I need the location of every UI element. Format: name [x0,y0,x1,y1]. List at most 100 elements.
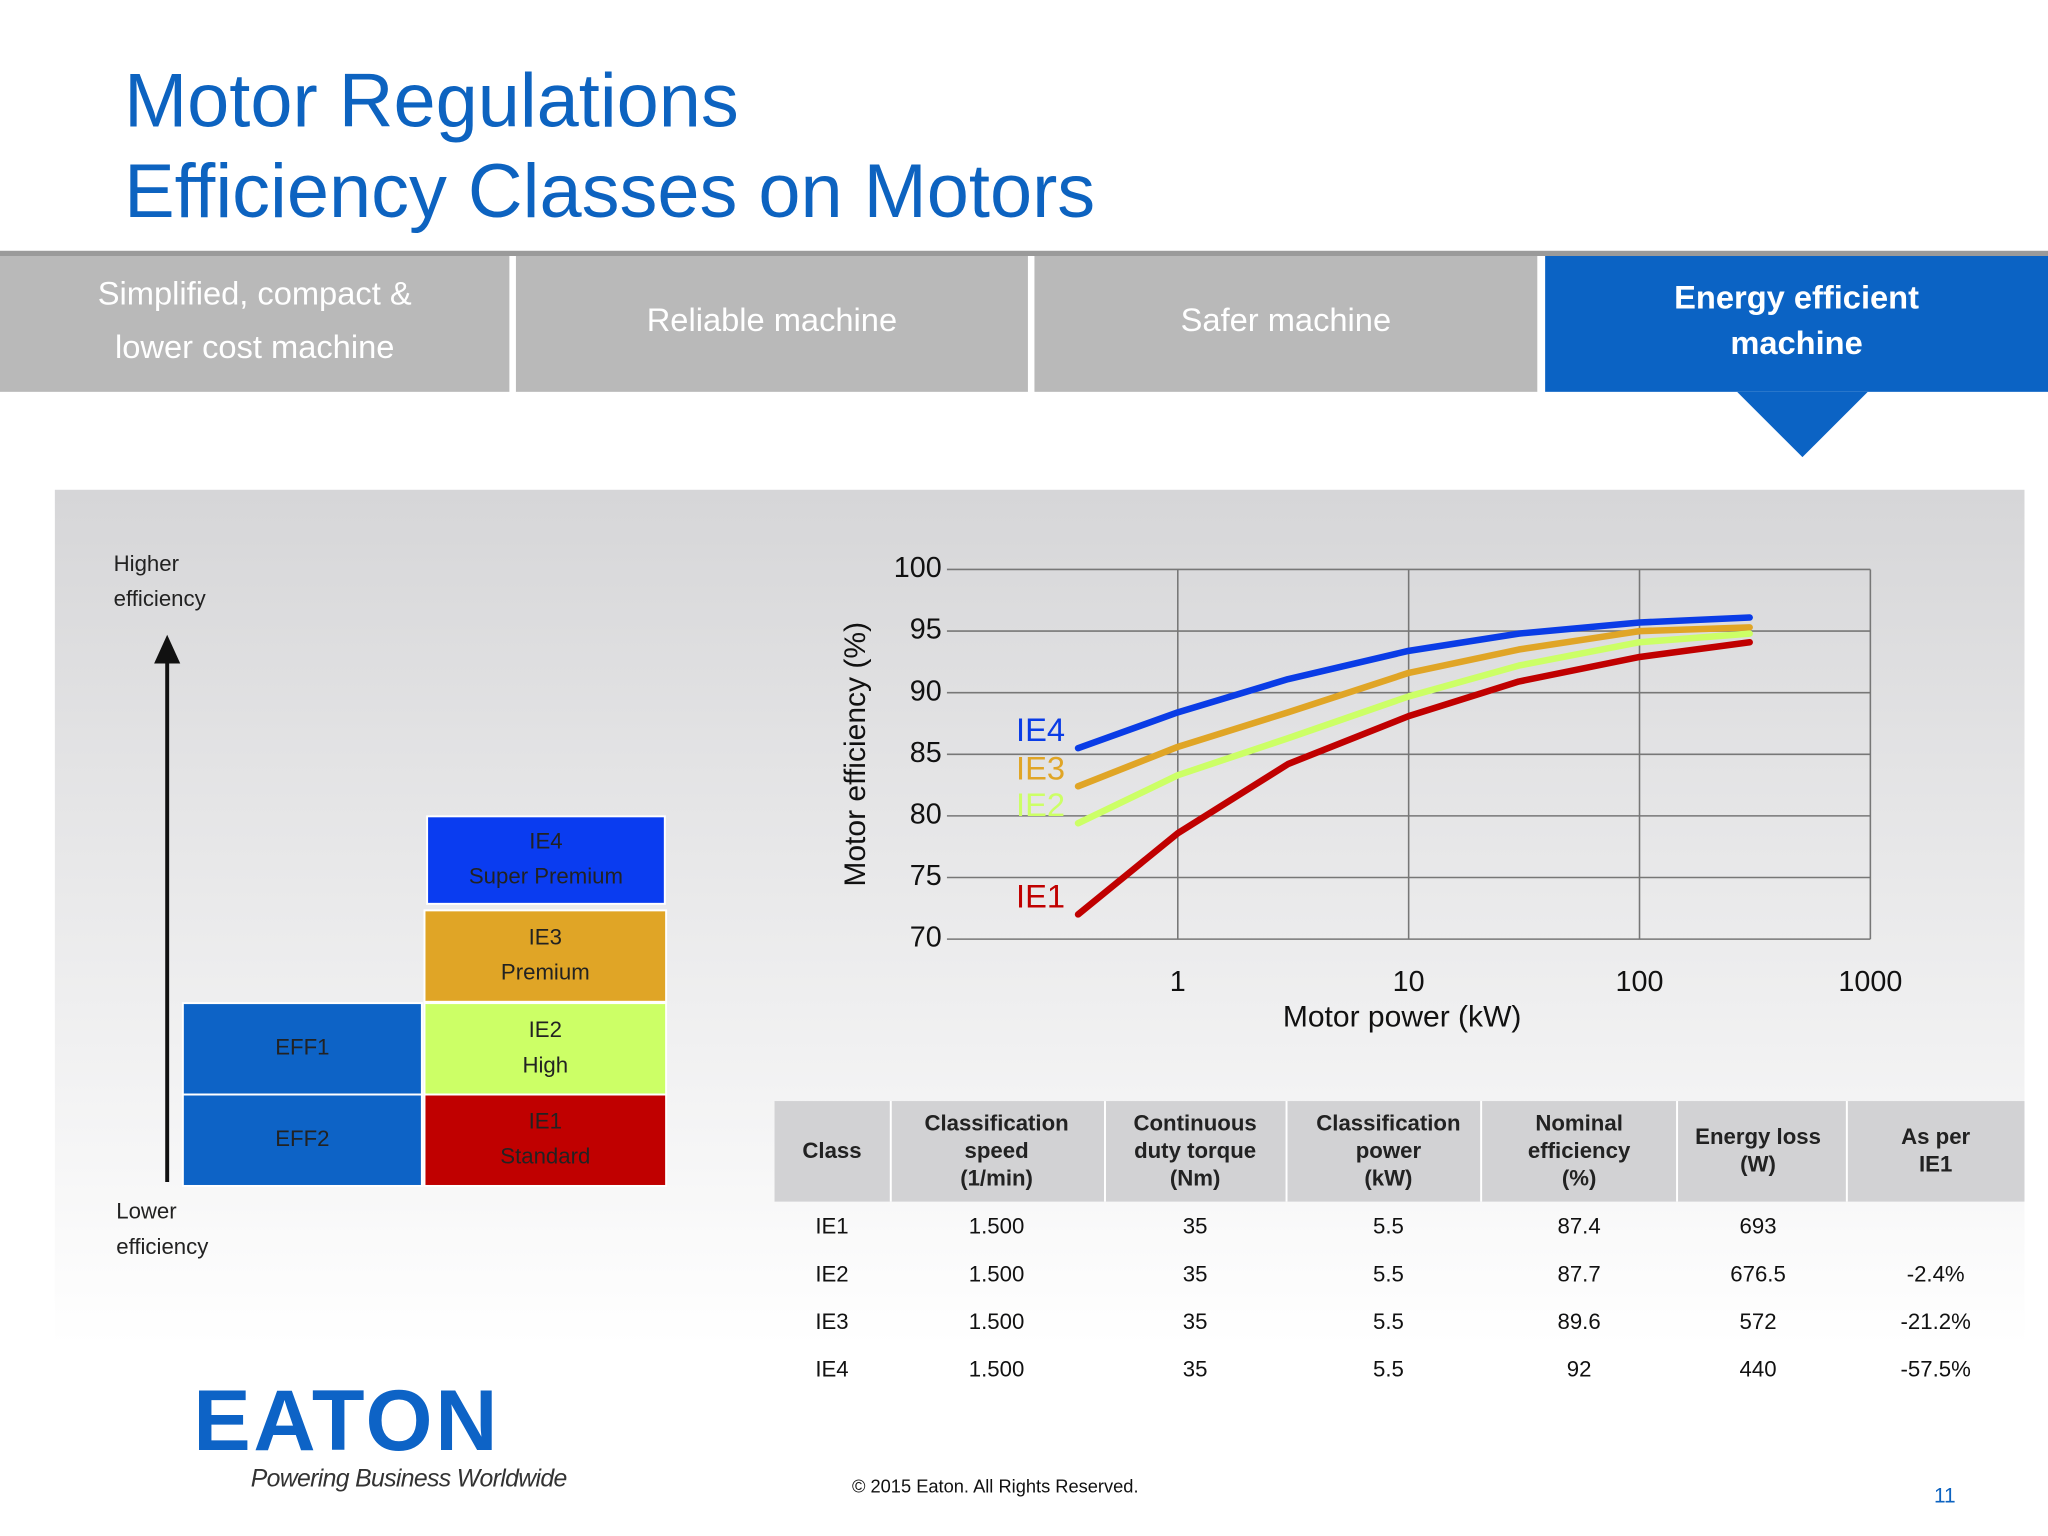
y-tick-label: 90 [910,675,942,707]
axis-note: Higher [114,551,180,576]
series-line [1074,614,1753,752]
efficiency-block [181,1093,423,1187]
table-cell: 35 [1183,1309,1208,1334]
column-header: Energy loss [1695,1124,1821,1149]
efficiency-block [426,815,666,905]
table-cell: 89.6 [1558,1309,1601,1334]
tab [0,256,510,392]
y-tick-label: 75 [910,860,942,892]
copyright: © 2015 Eaton. All Rights Reserved. [852,1476,1139,1497]
tab [1034,256,1538,392]
block-label: IE1 [529,1108,562,1133]
table-cell: 92 [1567,1357,1592,1382]
table-cell: 440 [1740,1357,1777,1382]
axis-note: efficiency [114,586,207,611]
table-cell: 5.5 [1373,1357,1404,1382]
tab [515,256,1028,392]
table-cell: 1.500 [969,1357,1025,1382]
column-header: Nominal [1535,1110,1623,1135]
table-cell: IE2 [815,1261,848,1286]
column-header: IE1 [1919,1152,1952,1177]
series-line [1074,630,1753,827]
column-header: power [1356,1138,1422,1163]
title: Efficiency Classes on Motors [124,149,1095,234]
table-cell: 572 [1740,1309,1777,1334]
block-label: Super Premium [469,864,623,889]
block-label: EFF1 [275,1035,329,1060]
divider [0,250,2048,256]
table-cell: 676.5 [1730,1261,1786,1286]
table-cell: 1.500 [969,1261,1025,1286]
tab-label: Reliable machine [647,301,897,338]
table-cell: -2.4% [1907,1261,1965,1286]
column-header: (Nm) [1170,1165,1221,1190]
table-cell: -21.2% [1901,1309,1971,1334]
table-cell: 87.7 [1558,1261,1601,1286]
table-cell: 1.500 [969,1309,1025,1334]
axis-note: Lower [116,1199,177,1224]
column-header: (kW) [1364,1165,1412,1190]
axis-note: efficiency [116,1234,209,1259]
table-cell: 35 [1183,1214,1208,1239]
x-tick-label: 1 [1170,966,1186,998]
table-cell: 693 [1740,1214,1777,1239]
column-header: Class [802,1138,861,1163]
block-label: High [522,1052,568,1077]
column-header: Classification [1316,1110,1460,1135]
title: Motor Regulations [124,59,739,144]
x-axis-label: Motor power (kW) [1283,1001,1522,1034]
series-label: IE1 [1016,877,1065,914]
x-tick-label: 1000 [1838,966,1902,998]
column-header: Continuous [1133,1110,1256,1135]
y-axis-label: Motor efficiency (%) [839,622,872,887]
column-header: duty torque [1134,1138,1256,1163]
block-label: Standard [500,1144,590,1169]
block-label: IE3 [529,924,562,949]
block-label: IE2 [529,1017,562,1042]
x-tick-label: 10 [1393,966,1425,998]
y-tick-label: 80 [910,798,942,830]
column-header: (%) [1562,1165,1597,1190]
logo: EATON [193,1373,500,1469]
series-label: IE3 [1016,749,1065,786]
table-cell: 5.5 [1373,1214,1404,1239]
column-header: As per [1901,1124,1970,1149]
table-cell: IE4 [815,1357,848,1382]
table-cell: 1.500 [969,1214,1025,1239]
table-cell: 87.4 [1558,1214,1601,1239]
arrow-head [154,634,181,664]
tab-label: Energy efficient [1674,278,1919,315]
table-cell: -57.5% [1901,1357,1971,1382]
tab-pointer [1737,391,1868,458]
block-label: EFF2 [275,1126,329,1151]
page-number: 11 [1934,1484,1956,1507]
table-cell: IE3 [815,1309,848,1334]
series-label: IE2 [1016,786,1065,823]
efficiency-block [423,1093,668,1187]
table-cell: 5.5 [1373,1261,1404,1286]
table-cell: 35 [1183,1357,1208,1382]
y-tick-label: 85 [910,737,942,769]
column-header: speed [965,1138,1029,1163]
block-label: IE4 [529,828,562,853]
y-tick-label: 100 [894,552,942,584]
column-header: (1/min) [960,1165,1033,1190]
column-header: (W) [1740,1152,1776,1177]
table-cell: IE1 [815,1214,848,1239]
table-cell: 35 [1183,1261,1208,1286]
table-cell: 5.5 [1373,1309,1404,1334]
efficiency-block [423,1002,668,1096]
tab-label: machine [1730,324,1862,361]
tab-label: lower cost machine [115,328,394,365]
x-tick-label: 100 [1616,966,1664,998]
column-header: efficiency [1528,1138,1631,1163]
series-line [1074,624,1753,790]
table-header-bg [774,1101,2025,1202]
efficiency-block [423,909,668,1003]
column-header: Classification [924,1110,1068,1135]
block-label: Premium [501,960,590,985]
logo-tagline: Powering Business Worldwide [251,1465,567,1492]
tab-label: Simplified, compact & [98,274,412,311]
